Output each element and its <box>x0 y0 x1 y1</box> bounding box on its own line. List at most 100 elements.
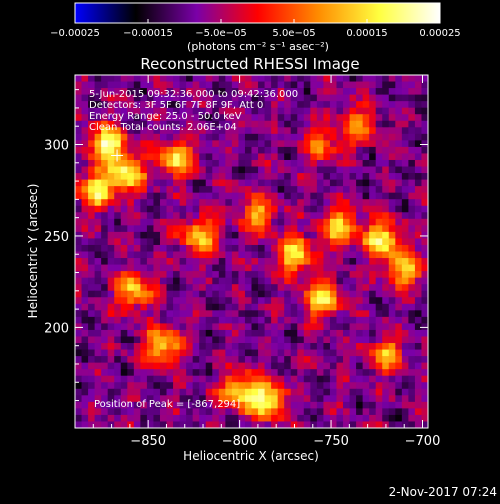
heatmap-cell <box>388 218 396 226</box>
heatmap-cell <box>408 238 416 246</box>
heatmap-cell <box>225 101 233 109</box>
heatmap-cell <box>414 329 422 337</box>
heatmap-cell <box>159 153 167 161</box>
heatmap-cell <box>421 94 428 102</box>
heatmap-cell <box>271 316 279 324</box>
heatmap-cell <box>231 238 239 246</box>
heatmap-cell <box>323 329 331 337</box>
heatmap-cell <box>290 186 298 194</box>
heatmap-cell <box>395 159 403 167</box>
heatmap-cell <box>362 173 370 180</box>
heatmap-cell <box>310 159 318 167</box>
heatmap-cell <box>414 258 422 265</box>
heatmap-cell <box>408 323 416 331</box>
heatmap-cell <box>349 408 357 416</box>
heatmap-cell <box>336 81 344 89</box>
heatmap-cell <box>133 401 141 409</box>
heatmap-cell <box>316 303 324 311</box>
heatmap-cell <box>140 303 148 311</box>
heatmap-cell <box>316 225 324 233</box>
heatmap-cell <box>264 179 272 187</box>
heatmap-cell <box>153 421 161 428</box>
heatmap-cell <box>199 401 207 409</box>
heatmap-cell <box>323 414 331 422</box>
heatmap-cell <box>114 146 122 154</box>
heatmap-cell <box>218 140 226 148</box>
heatmap-cell <box>88 316 96 324</box>
heatmap-cell <box>310 173 318 180</box>
heatmap-cell <box>271 179 279 187</box>
heatmap-cell <box>395 356 403 364</box>
heatmap-cell <box>421 271 428 279</box>
heatmap-cell <box>303 297 311 305</box>
heatmap-cell <box>192 179 200 187</box>
heatmap-cell <box>408 199 416 207</box>
heatmap-cell <box>388 258 396 265</box>
heatmap-cell <box>356 218 364 226</box>
heatmap-cell <box>238 94 246 102</box>
heatmap-cell <box>395 277 403 285</box>
heatmap-cell <box>146 179 154 187</box>
heatmap-cell <box>356 356 364 364</box>
heatmap-cell <box>277 133 285 141</box>
heatmap-cell <box>101 231 109 239</box>
heatmap-cell <box>395 127 403 135</box>
heatmap-cell <box>329 218 337 226</box>
heatmap-cell <box>244 310 252 318</box>
heatmap-cell <box>329 336 337 344</box>
heatmap-cell <box>114 231 122 239</box>
heatmap-cell <box>310 107 318 115</box>
heatmap-cell <box>369 186 377 194</box>
heatmap-cell <box>297 75 305 82</box>
heatmap-cell <box>251 297 259 305</box>
heatmap-cell <box>231 218 239 226</box>
heatmap-cell <box>88 421 96 428</box>
heatmap-cell <box>408 81 416 89</box>
heatmap-cell <box>133 120 141 128</box>
heatmap-cell <box>212 120 220 128</box>
heatmap-cell <box>362 153 370 161</box>
heatmap-cell <box>395 290 403 298</box>
heatmap-cell <box>329 277 337 285</box>
heatmap-cell <box>192 414 200 422</box>
heatmap-cell <box>218 408 226 416</box>
heatmap-cell <box>88 127 96 135</box>
heatmap-cell <box>114 114 122 122</box>
heatmap-cell <box>264 284 272 292</box>
heatmap-cell <box>329 192 337 200</box>
heatmap-cell <box>408 225 416 233</box>
heatmap-cell <box>205 401 213 409</box>
heatmap-cell <box>114 421 122 428</box>
heatmap-cell <box>107 166 115 174</box>
heatmap-cell <box>127 323 135 331</box>
heatmap-cell <box>94 153 102 161</box>
heatmap-cell <box>186 408 194 416</box>
heatmap-cell <box>303 414 311 422</box>
heatmap-cell <box>81 271 89 279</box>
heatmap-cell <box>133 258 141 265</box>
heatmap-cell <box>349 251 357 259</box>
heatmap-cell <box>146 284 154 292</box>
heatmap-cell <box>414 179 422 187</box>
heatmap-cell <box>173 225 180 233</box>
heatmap-cell <box>107 329 115 337</box>
heatmap-cell <box>251 316 259 324</box>
heatmap-cell <box>316 140 324 148</box>
heatmap-cell <box>186 362 194 370</box>
heatmap-cell <box>349 153 357 161</box>
heatmap-cell <box>349 264 357 272</box>
heatmap-cell <box>75 316 82 324</box>
heatmap-cell <box>199 225 207 233</box>
heatmap-cell <box>329 153 337 161</box>
heatmap-cell <box>166 173 174 180</box>
heatmap-cell <box>186 375 194 383</box>
annotation-peak-position: Position of Peak = [-867,294] <box>94 399 240 410</box>
heatmap-cell <box>205 264 213 272</box>
heatmap-cell <box>290 212 298 220</box>
heatmap-cell <box>323 231 331 239</box>
heatmap-cell <box>192 186 200 194</box>
heatmap-cell <box>277 323 285 331</box>
heatmap-cell <box>277 212 285 220</box>
heatmap-cell <box>120 225 128 233</box>
